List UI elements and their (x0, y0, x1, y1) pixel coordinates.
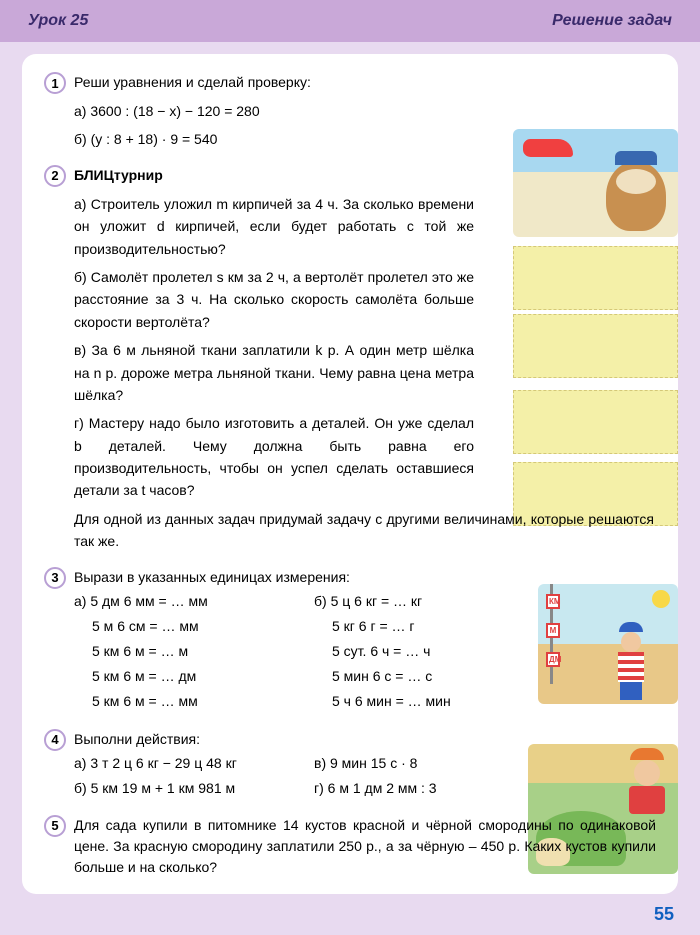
unit-item: 5 км 6 м = … м (92, 639, 274, 664)
unit-item: 5 км 6 м = … дм (92, 664, 274, 689)
task-4: 4 Выполни действия: а) 3 т 2 ц 6 кг − 29… (44, 729, 656, 801)
op-b: б) 5 км 19 м + 1 км 981 м (74, 776, 274, 801)
note: Для одной из данных задач придумай задач… (74, 508, 654, 553)
unit-item: 5 ч 6 мин = … мин (332, 689, 514, 714)
equation-b: б) (y : 8 + 18) · 9 = 540 (74, 128, 656, 150)
task-title: БЛИЦтурнир (74, 165, 656, 186)
problem-c: в) За 6 м льняной ткани заплатили k р. А… (74, 339, 474, 406)
task-2: 2 БЛИЦтурнир а) Строитель уложил m кирпи… (44, 165, 656, 553)
task-number: 2 (44, 165, 66, 187)
unit-item: а) 5 дм 6 мм = … мм (74, 589, 274, 614)
op-d: г) 6 м 1 дм 2 мм : 3 (314, 776, 514, 801)
op-a: а) 3 т 2 ц 6 кг − 29 ц 48 кг (74, 751, 274, 776)
problem-a: а) Строитель уложил m кирпичей за 4 ч. З… (74, 193, 474, 260)
content-area: КМ М ДМ 1 Реши уравнения и сделай провер… (22, 54, 678, 894)
lesson-number: Урок 25 (28, 12, 88, 30)
unit-item: 5 кг 6 г = … г (332, 614, 514, 639)
equation-a: а) 3600 : (18 − x) − 120 = 280 (74, 100, 656, 122)
task-title: Выполни действия: (74, 729, 656, 750)
task-number: 5 (44, 815, 66, 837)
unit-item: 5 м 6 см = … мм (92, 614, 274, 639)
task-3: 3 Вырази в указанных единицах измерения:… (44, 567, 656, 715)
task-title: Вырази в указанных единицах измерения: (74, 567, 656, 588)
col-right: б) 5 ц 6 кг = … кг 5 кг 6 г = … г 5 сут.… (314, 589, 514, 715)
op-c: в) 9 мин 15 с · 8 (314, 751, 514, 776)
task-1: 1 Реши уравнения и сделай проверку: а) 3… (44, 72, 656, 151)
lesson-topic: Решение задач (552, 12, 672, 30)
task-text: Для сада купили в питомнике 14 кустов кр… (74, 815, 656, 878)
col-right: в) 9 мин 15 с · 8 г) 6 м 1 дм 2 мм : 3 (314, 751, 514, 801)
unit-item: 5 сут. 6 ч = … ч (332, 639, 514, 664)
task-number: 3 (44, 567, 66, 589)
unit-item: 5 км 6 м = … мм (92, 689, 274, 714)
lesson-header: Урок 25 Решение задач (0, 0, 700, 42)
col-left: а) 3 т 2 ц 6 кг − 29 ц 48 кг б) 5 км 19 … (74, 751, 274, 801)
task-number: 4 (44, 729, 66, 751)
problem-d: г) Мастеру надо было изготовить a детале… (74, 412, 474, 502)
unit-item: б) 5 ц 6 кг = … кг (314, 589, 514, 614)
task-number: 1 (44, 72, 66, 94)
unit-item: 5 мин 6 с = … с (332, 664, 514, 689)
task-5: 5 Для сада купили в питомнике 14 кустов … (44, 815, 656, 878)
page-number: 55 (654, 904, 674, 925)
task-title: Реши уравнения и сделай проверку: (74, 72, 656, 93)
problem-b: б) Самолёт пролетел s км за 2 ч, а верто… (74, 266, 474, 333)
col-left: а) 5 дм 6 мм = … мм 5 м 6 см = … мм 5 км… (74, 589, 274, 715)
